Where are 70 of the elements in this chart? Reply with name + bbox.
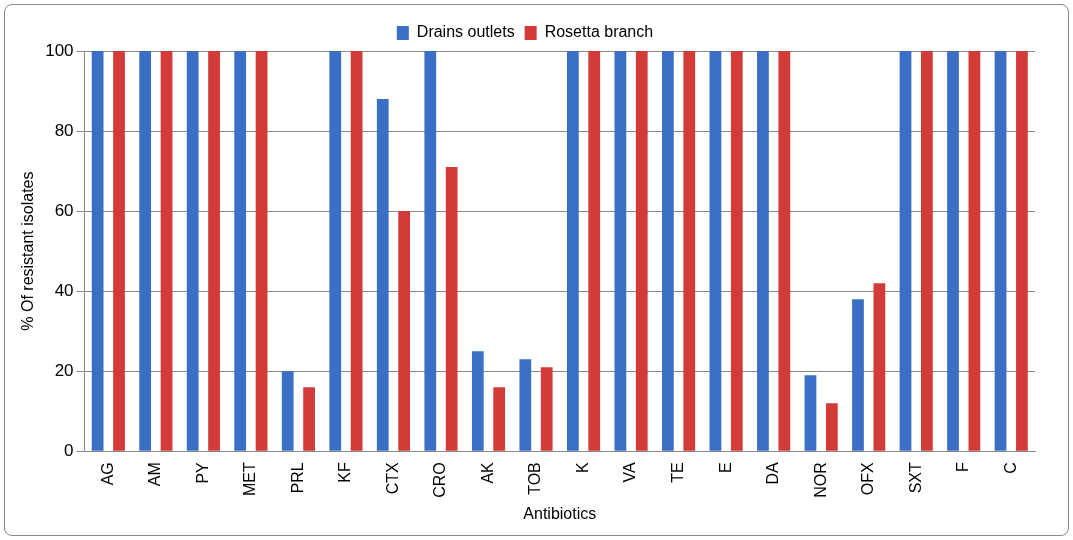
x-tick-label: DA [764, 461, 782, 485]
x-tick-label: NOR [811, 462, 829, 498]
x-tick-label: CTX [383, 461, 401, 495]
x-tick-label: SXT [906, 462, 924, 494]
x-tick-label: C [1001, 462, 1019, 474]
bar [778, 51, 791, 451]
x-tick-label: KF [336, 462, 354, 483]
bar [683, 51, 696, 451]
x-tick-label: E [716, 462, 734, 473]
bar [208, 51, 220, 451]
bar [730, 51, 743, 451]
x-tick-label: TE [668, 462, 686, 483]
bar [899, 51, 912, 451]
bar [709, 51, 722, 451]
y-tick-label: 0 [64, 440, 74, 460]
bar [329, 51, 342, 451]
bar [398, 211, 411, 451]
bar [424, 51, 437, 451]
bar [635, 51, 648, 451]
bar [471, 351, 484, 451]
bar [186, 51, 199, 451]
x-tick-label: F [954, 462, 972, 473]
x-tick-label: PY [193, 461, 211, 484]
y-tick-label: 60 [54, 200, 74, 220]
y-tick-label: 100 [45, 40, 74, 60]
bar [303, 387, 315, 451]
bar [825, 403, 838, 451]
y-tick-label: 40 [54, 280, 74, 300]
bar [994, 51, 1007, 451]
x-tick-label: AG [98, 462, 116, 486]
bar [139, 51, 152, 451]
bar [493, 387, 506, 451]
bar [947, 51, 959, 451]
bar [852, 299, 864, 451]
x-tick-label: CRO [431, 462, 449, 498]
bar [1016, 51, 1028, 451]
x-tick-label: TOB [526, 462, 544, 495]
x-tick-label: K [573, 461, 591, 473]
bar [588, 51, 601, 451]
x-axis-title: Antibiotics [523, 504, 597, 522]
x-tick-label: AK [478, 461, 496, 484]
x-tick-label: AM [146, 462, 164, 487]
bar [91, 51, 104, 451]
bar [281, 371, 294, 451]
x-tick-label: MET [241, 462, 259, 497]
bar [968, 51, 981, 451]
bar [519, 359, 532, 451]
legend-label: Rosetta branch [544, 23, 654, 41]
bar [614, 51, 627, 451]
bar [350, 51, 363, 451]
bar [376, 99, 389, 451]
bar [255, 51, 268, 451]
bar [445, 167, 458, 451]
bar [662, 51, 674, 451]
bar [540, 367, 553, 451]
x-tick-label: OFX [859, 461, 877, 496]
bar [566, 51, 579, 451]
bar [873, 283, 886, 451]
x-tick-label: PRL [288, 462, 306, 494]
legend-label: Drains outlets [416, 23, 515, 41]
bar [921, 51, 933, 451]
bar [804, 375, 817, 451]
x-tick-label: VA [621, 461, 639, 483]
bar [113, 51, 125, 451]
y-tick-label: 20 [54, 360, 74, 380]
bar [757, 51, 769, 451]
y-axis-title: % Of resistant isolates [19, 171, 37, 331]
bar [234, 51, 247, 451]
bar [160, 51, 173, 451]
y-tick-label: 80 [54, 120, 74, 140]
